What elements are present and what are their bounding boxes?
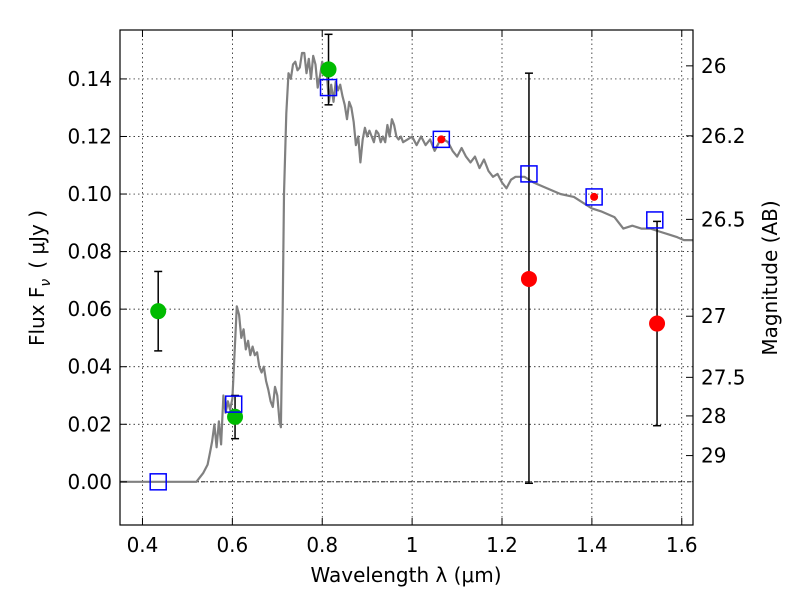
x-tick-label: 1.6: [666, 533, 698, 557]
y-axis-label-main: Flux F: [25, 287, 49, 346]
detection-point: [320, 61, 337, 78]
y-tick-label: 0.04: [67, 355, 112, 379]
y-tick-label: 0.00: [67, 470, 112, 494]
mag-tick-label: 27: [701, 304, 726, 328]
mag-tick-label: 29: [701, 444, 726, 468]
sed-model-line: [120, 51, 693, 483]
model-point-square: [646, 211, 664, 229]
y-tick-label: 0.06: [67, 297, 112, 321]
detection-point: [227, 408, 244, 425]
x-tick-label: 0.8: [306, 533, 338, 557]
model-point-square: [585, 188, 603, 206]
model-point-square: [224, 395, 243, 413]
y-tick-label: 0.08: [67, 240, 112, 264]
y-tick-label: 0.02: [67, 412, 112, 436]
model-point-square: [319, 78, 338, 97]
y-axis-label-subscript: ν: [38, 279, 54, 287]
low-snr-point: [437, 135, 446, 144]
model-point-square: [520, 165, 538, 183]
y-tick-label: 0.14: [67, 67, 112, 91]
low-snr-point: [520, 270, 537, 287]
observed-points-layer: [150, 61, 666, 425]
grid-lines: [120, 30, 693, 525]
model-points-layer: [149, 78, 664, 491]
y2-axis-label: Magnitude (AB): [758, 200, 782, 355]
y-tick-label: 0.10: [67, 182, 112, 206]
mag-tick-label: 26.2: [701, 124, 746, 148]
mag-tick-label: 28: [701, 404, 726, 428]
mag-tick-label: 26.5: [701, 207, 746, 231]
x-tick-label: 0.4: [127, 533, 159, 557]
model-point-square: [432, 130, 451, 149]
x-tick-labels: 0.4 0.6 0.8 1 1.2 1.4 1.6: [127, 533, 698, 557]
plot-frame: [119, 29, 694, 526]
mag-tick-label: 26: [701, 54, 726, 78]
low-snr-point: [649, 315, 666, 332]
mag-tick-label: 27.5: [701, 365, 746, 389]
x-tick-label: 1.2: [486, 533, 518, 557]
low-snr-point: [590, 192, 599, 201]
x-axis-label: Wavelength λ (μm): [310, 563, 501, 587]
tick-marks: [120, 30, 693, 525]
model-point-square: [149, 473, 167, 491]
y-tick-label: 0.12: [67, 124, 112, 148]
x-tick-label: 1: [406, 533, 419, 557]
detection-point: [150, 303, 167, 320]
magnitude-tick-labels: 26 26.2 26.5 27 27.5 28 29: [701, 54, 746, 468]
x-tick-label: 1.4: [576, 533, 608, 557]
y-tick-labels: 0.00 0.02 0.04 0.06 0.08 0.10 0.12 0.14: [67, 67, 112, 494]
sed-model-layer: [120, 51, 693, 483]
x-tick-label: 0.6: [216, 533, 248, 557]
y-axis-label: Flux Fν ( μJy ): [25, 210, 54, 346]
y-axis-label-unit: ( μJy ): [25, 210, 49, 269]
